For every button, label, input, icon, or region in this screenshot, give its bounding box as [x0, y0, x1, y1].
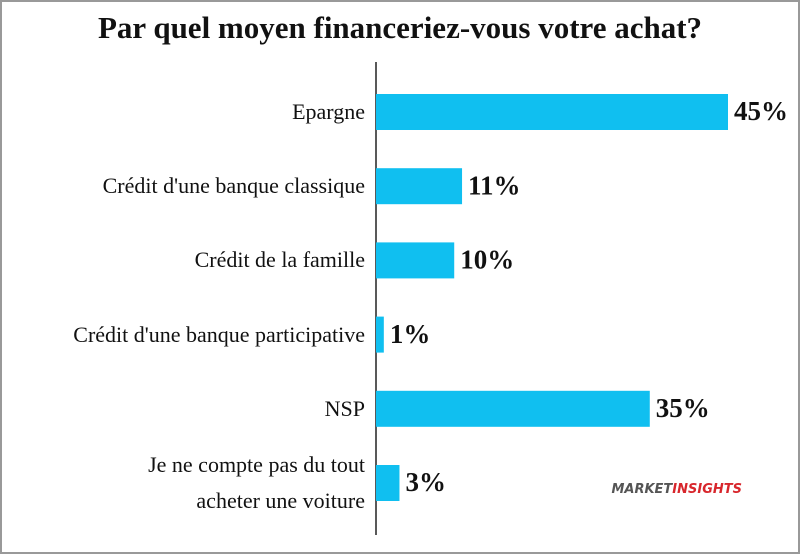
bar — [376, 94, 728, 130]
category-label: Crédit d'une banque participative — [73, 321, 365, 347]
brand-first: MARKET — [611, 482, 673, 497]
chart-title: Par quel moyen financeriez-vous votre ac… — [98, 10, 702, 45]
category-label: NSP — [324, 395, 365, 421]
brand-second: INSIGHTS — [672, 482, 742, 497]
value-label: 1% — [390, 319, 431, 349]
bar — [376, 242, 455, 279]
value-label: 10% — [460, 245, 514, 275]
category-label: Epargne — [292, 99, 365, 124]
bar — [376, 168, 463, 205]
category-label: Je ne compte pas du tout acheter une voi… — [148, 452, 365, 513]
bar — [376, 465, 400, 501]
value-label: 35% — [656, 393, 710, 423]
brand: MARKETINSIGHTS — [611, 482, 742, 497]
value-label: 45% — [734, 96, 788, 126]
category-label: Crédit d'une banque classique — [102, 173, 365, 199]
bar — [376, 316, 384, 353]
value-label: 11% — [468, 170, 521, 200]
value-label: 3% — [405, 467, 446, 497]
category-label: Crédit de la famille — [194, 247, 365, 273]
bar — [376, 390, 650, 427]
